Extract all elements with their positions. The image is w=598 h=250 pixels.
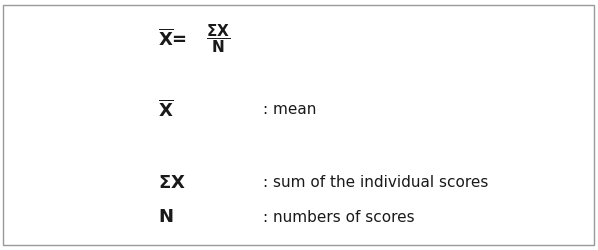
Text: $\mathbf{N}$: $\mathbf{N}$: [158, 208, 174, 226]
FancyBboxPatch shape: [3, 5, 594, 245]
Text: $\dfrac{\boldsymbol{\Sigma}\mathbf{X}}{\mathbf{N}}$: $\dfrac{\boldsymbol{\Sigma}\mathbf{X}}{\…: [206, 22, 230, 55]
Text: : mean: : mean: [263, 102, 316, 118]
Text: $\mathbf{\overline{X}}$: $\mathbf{\overline{X}}$: [158, 100, 175, 120]
Text: : sum of the individual scores: : sum of the individual scores: [263, 175, 489, 190]
Text: : numbers of scores: : numbers of scores: [263, 210, 415, 225]
Text: $\boldsymbol{\Sigma}\mathbf{X}$: $\boldsymbol{\Sigma}\mathbf{X}$: [158, 174, 187, 192]
Text: $\mathbf{\overline{X}}$=: $\mathbf{\overline{X}}$=: [158, 28, 187, 49]
